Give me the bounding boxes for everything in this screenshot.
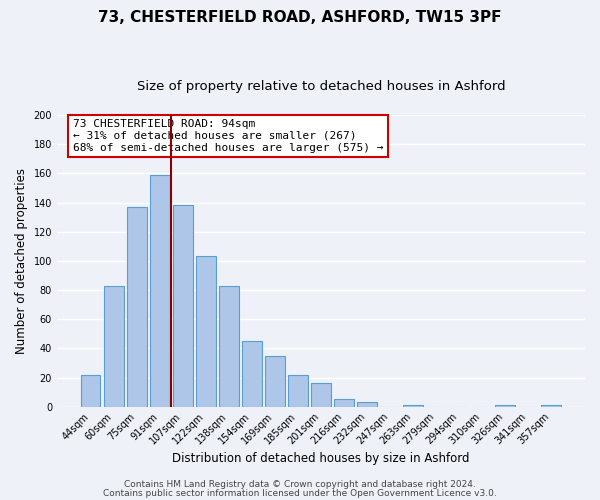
- Bar: [127, 207, 146, 406]
- Bar: [104, 286, 124, 406]
- Bar: [81, 374, 100, 406]
- Text: Contains HM Land Registry data © Crown copyright and database right 2024.: Contains HM Land Registry data © Crown c…: [124, 480, 476, 489]
- Bar: [357, 402, 377, 406]
- Text: Contains public sector information licensed under the Open Government Licence v3: Contains public sector information licen…: [103, 488, 497, 498]
- Bar: [334, 400, 354, 406]
- Title: Size of property relative to detached houses in Ashford: Size of property relative to detached ho…: [137, 80, 505, 93]
- Bar: [311, 384, 331, 406]
- Bar: [173, 206, 193, 406]
- Bar: [265, 356, 284, 406]
- Bar: [403, 405, 423, 406]
- X-axis label: Distribution of detached houses by size in Ashford: Distribution of detached houses by size …: [172, 452, 470, 465]
- Bar: [496, 405, 515, 406]
- Bar: [242, 341, 262, 406]
- Y-axis label: Number of detached properties: Number of detached properties: [15, 168, 28, 354]
- Bar: [219, 286, 239, 406]
- Bar: [196, 256, 215, 406]
- Text: 73 CHESTERFIELD ROAD: 94sqm
← 31% of detached houses are smaller (267)
68% of se: 73 CHESTERFIELD ROAD: 94sqm ← 31% of det…: [73, 120, 383, 152]
- Bar: [150, 175, 170, 406]
- Bar: [288, 374, 308, 406]
- Bar: [541, 405, 561, 406]
- Text: 73, CHESTERFIELD ROAD, ASHFORD, TW15 3PF: 73, CHESTERFIELD ROAD, ASHFORD, TW15 3PF: [98, 10, 502, 25]
